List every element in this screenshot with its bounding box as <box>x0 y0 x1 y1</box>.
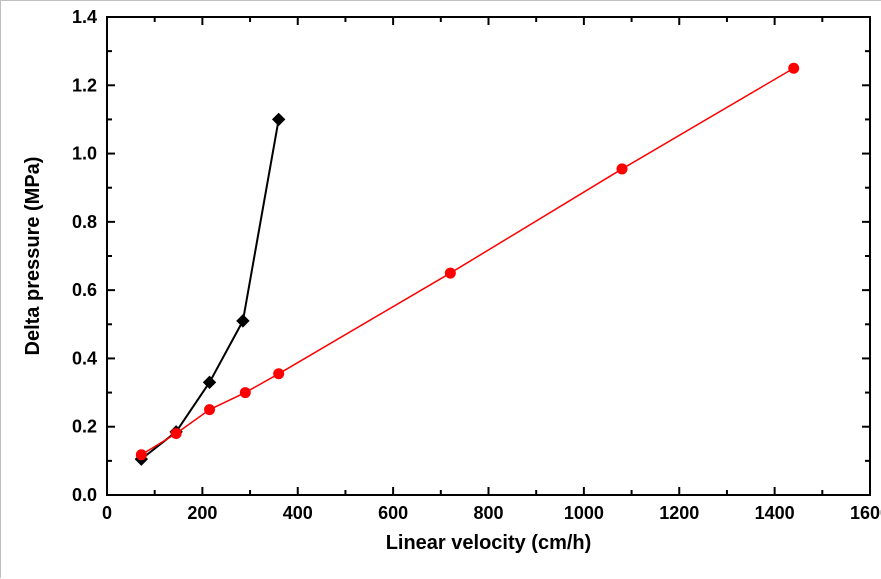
y-tick-label: 1.0 <box>72 144 97 164</box>
x-tick-label: 1600 <box>850 503 881 523</box>
y-tick-label: 0.6 <box>72 280 97 300</box>
x-tick-label: 200 <box>187 503 217 523</box>
x-tick-label: 1200 <box>659 503 699 523</box>
series-red-marker <box>205 405 215 415</box>
series-red-marker <box>789 63 799 73</box>
y-tick-label: 0.4 <box>72 348 97 368</box>
pressure-velocity-chart: 0 200 400 600 800 1000 1200 1400 1600 0.0 0.2 0.4 0.… <box>1 1 881 579</box>
series-red-marker <box>171 429 181 439</box>
x-tick-label: 1400 <box>755 503 795 523</box>
x-tick-label: 400 <box>283 503 313 523</box>
series-red-marker <box>445 268 455 278</box>
x-tick-label: 800 <box>473 503 503 523</box>
y-tick-label: 0.2 <box>72 417 97 437</box>
y-tick-label: 1.2 <box>72 75 97 95</box>
y-tick-label: 0.8 <box>72 212 97 232</box>
x-tick-label: 600 <box>378 503 408 523</box>
series-red-marker <box>240 388 250 398</box>
series-red-marker <box>274 369 284 379</box>
x-tick-label: 0 <box>102 503 112 523</box>
x-axis-title: Linear velocity (cm/h) <box>386 532 592 554</box>
series-red-marker <box>136 450 146 460</box>
series-red-marker <box>617 164 627 174</box>
chart-frame: 0 200 400 600 800 1000 1200 1400 1600 0.0 0.2 0.4 0.… <box>0 0 881 578</box>
y-tick-label: 0.0 <box>72 485 97 505</box>
y-axis-title: Delta pressure (MPa) <box>22 157 44 356</box>
y-tick-label: 1.4 <box>72 7 97 27</box>
x-tick-label: 1000 <box>564 503 604 523</box>
